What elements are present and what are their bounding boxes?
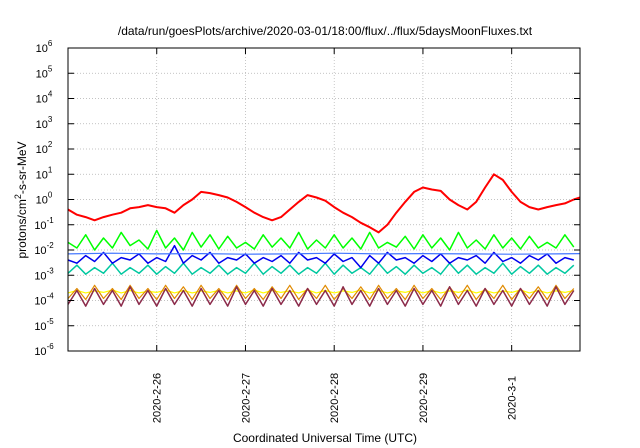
y-tick-label: 106 bbox=[36, 39, 53, 55]
y-tick-exponent: 1 bbox=[48, 165, 53, 174]
y-tick-base: 10 bbox=[34, 220, 46, 232]
y-tick-base: 10 bbox=[36, 43, 48, 55]
y-tick-label: 10-2 bbox=[34, 241, 54, 257]
y-tick-label: 104 bbox=[36, 90, 53, 106]
y-axis-label-post: -s-sr-MeV bbox=[15, 141, 29, 194]
y-axis-label-pre: protons/cm bbox=[15, 199, 29, 258]
y-axis-label: protons/cm2-s-sr-MeV bbox=[13, 141, 29, 258]
axis-ticks: 10-610-510-410-310-210-11001011021031041… bbox=[34, 39, 580, 423]
x-tick-label: 2020-2-27 bbox=[240, 373, 252, 423]
y-tick-label: 103 bbox=[36, 115, 53, 131]
y-tick-base: 10 bbox=[34, 321, 46, 333]
y-axis-label-sup: 2 bbox=[13, 194, 23, 199]
x-tick-label: 2020-3-1 bbox=[507, 376, 519, 420]
y-tick-base: 10 bbox=[36, 119, 48, 131]
y-tick-label: 10-1 bbox=[34, 216, 54, 232]
y-tick-exponent: -2 bbox=[47, 241, 55, 250]
y-tick-label: 10-4 bbox=[34, 292, 54, 308]
series-line-3 bbox=[67, 244, 574, 269]
y-tick-exponent: -4 bbox=[47, 292, 55, 301]
y-tick-base: 10 bbox=[34, 296, 46, 308]
y-tick-label: 102 bbox=[36, 140, 53, 156]
x-tick-label: 2020-2-29 bbox=[418, 373, 430, 423]
y-tick-base: 10 bbox=[36, 195, 48, 207]
y-tick-exponent: 2 bbox=[48, 140, 53, 149]
y-tick-exponent: -6 bbox=[47, 342, 55, 351]
series-line-1 bbox=[67, 229, 575, 251]
y-tick-base: 10 bbox=[36, 68, 48, 80]
y-tick-exponent: 0 bbox=[48, 191, 53, 200]
y-tick-base: 10 bbox=[36, 169, 48, 181]
x-tick-label: 2020-2-26 bbox=[152, 373, 164, 423]
y-tick-base: 10 bbox=[34, 346, 46, 358]
series-line-2 bbox=[67, 262, 575, 275]
series-line-8 bbox=[67, 286, 575, 307]
x-axis-label: Coordinated Universal Time (UTC) bbox=[233, 431, 417, 445]
y-tick-label: 101 bbox=[36, 165, 53, 181]
y-tick-exponent: -1 bbox=[47, 216, 55, 225]
y-tick-label: 100 bbox=[36, 191, 53, 207]
y-tick-base: 10 bbox=[34, 245, 46, 257]
y-tick-exponent: 5 bbox=[48, 64, 53, 73]
y-tick-label: 10-3 bbox=[34, 266, 54, 282]
y-tick-label: 10-6 bbox=[34, 342, 54, 358]
series-line-7 bbox=[67, 284, 575, 301]
x-tick-label: 2020-2-28 bbox=[329, 373, 341, 423]
y-tick-exponent: -5 bbox=[47, 317, 55, 326]
y-tick-exponent: 3 bbox=[48, 115, 53, 124]
chart-title: /data/run/goesPlots/archive/2020-03-01/1… bbox=[118, 24, 533, 38]
y-tick-label: 10-5 bbox=[34, 317, 54, 333]
y-tick-base: 10 bbox=[36, 144, 48, 156]
y-tick-label: 105 bbox=[36, 64, 53, 80]
series-line-4 bbox=[67, 252, 581, 255]
y-tick-base: 10 bbox=[36, 94, 48, 106]
series-line-5 bbox=[67, 173, 581, 234]
y-tick-base: 10 bbox=[34, 270, 46, 282]
series-group bbox=[67, 173, 581, 307]
y-tick-exponent: 6 bbox=[48, 39, 53, 48]
y-tick-exponent: -3 bbox=[47, 266, 55, 275]
y-tick-exponent: 4 bbox=[48, 90, 53, 99]
